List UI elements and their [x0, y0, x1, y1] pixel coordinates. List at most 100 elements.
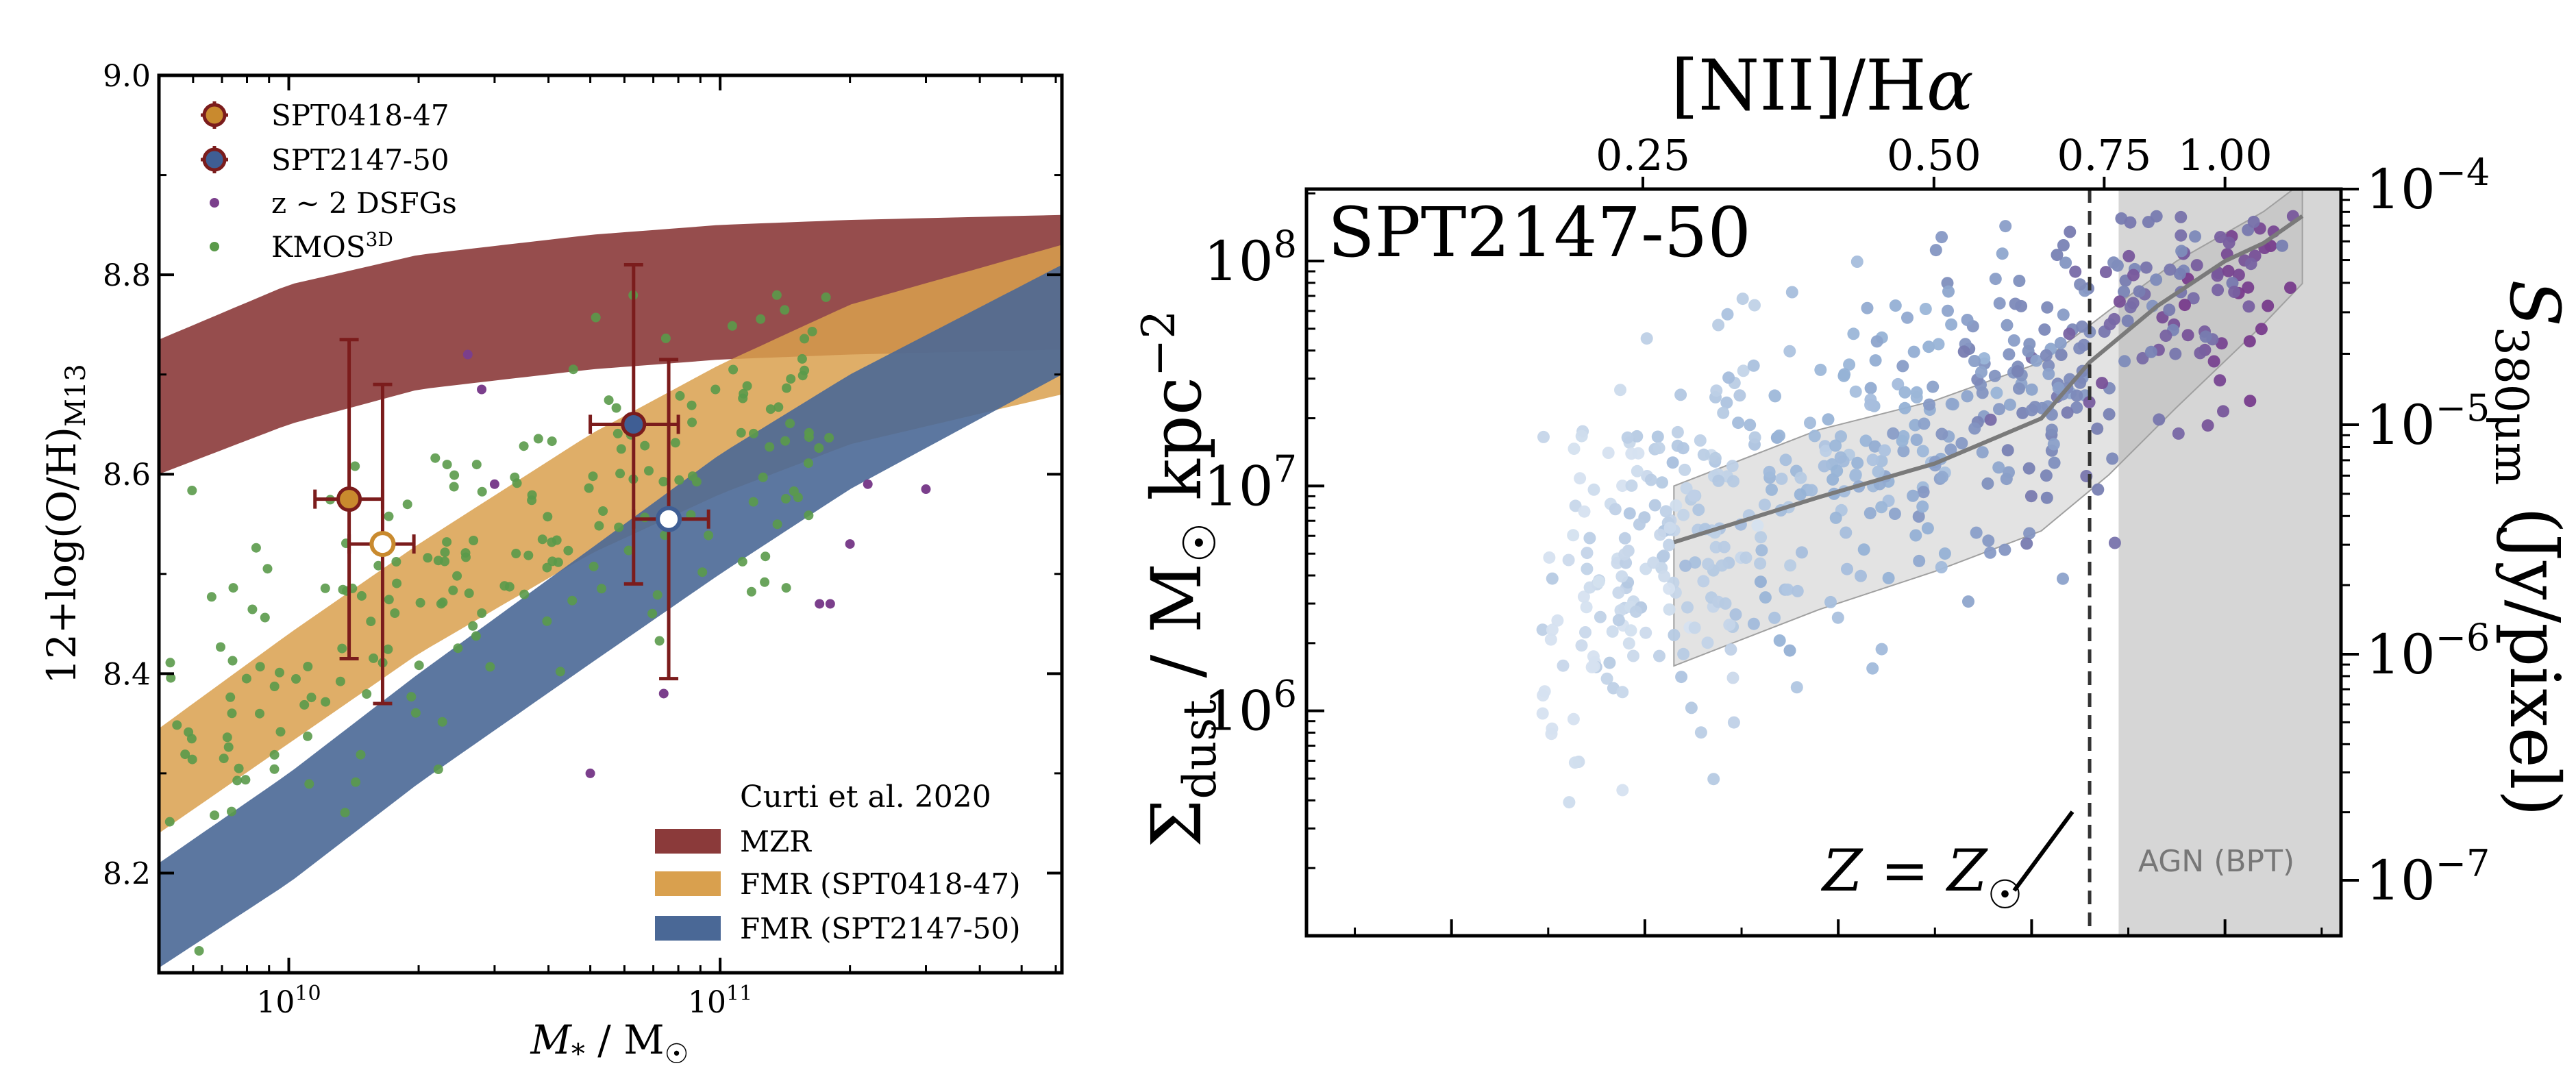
scatter-point — [2107, 256, 2120, 269]
scatter-point — [2242, 281, 2255, 294]
kmos-point — [350, 461, 360, 471]
scatter-point — [1631, 464, 1644, 477]
kmos-point — [468, 621, 478, 631]
scatter-point — [1618, 548, 1631, 561]
scatter-point — [1722, 371, 1735, 384]
scatter-point — [1747, 617, 1760, 630]
scatter-point — [1536, 707, 1549, 720]
scatter-point — [1663, 603, 1676, 616]
scatter-point — [1882, 571, 1895, 584]
kmos-point — [338, 584, 348, 595]
kmos-point — [785, 419, 795, 429]
kmos-point — [442, 537, 452, 547]
scatter-point — [1849, 385, 1862, 398]
scatter-point — [1736, 293, 1749, 306]
scatter-point — [1822, 413, 1835, 426]
kmos-point — [800, 334, 810, 344]
scatter-point — [1739, 551, 1753, 564]
kmos-point — [584, 483, 594, 493]
scatter-point — [1677, 647, 1690, 660]
scatter-point — [1843, 358, 1856, 371]
scatter-point — [2038, 323, 2051, 336]
scatter-point — [1768, 389, 1781, 402]
scatter-point — [1916, 500, 1929, 513]
scatter-point — [1818, 460, 1831, 473]
kmos-point — [383, 644, 393, 654]
scatter-point — [1616, 480, 1629, 493]
legend-marker — [210, 242, 219, 251]
kmos-point — [604, 395, 614, 406]
scatter-point — [1875, 501, 1888, 514]
legend-band-label: MZR — [740, 825, 812, 858]
scatter-point — [2040, 491, 2053, 504]
scatter-point — [1583, 581, 1596, 594]
scatter-point — [1850, 256, 1863, 268]
kmos-point — [351, 777, 361, 787]
kmos-point — [727, 321, 737, 331]
scatter-point — [1575, 430, 1588, 443]
scatter-point — [1841, 562, 1853, 575]
scatter-point — [1773, 634, 1786, 647]
scatter-point — [1716, 559, 1729, 572]
scatter-point — [1575, 639, 1588, 652]
kmos-point — [303, 662, 313, 671]
kmos-point — [304, 779, 314, 789]
scatter-point — [1897, 445, 1910, 458]
kmos-point — [686, 400, 697, 410]
kmos-point — [555, 667, 565, 677]
kmos-point — [186, 734, 197, 744]
scatter-point — [1791, 584, 1804, 597]
scatter-point — [1919, 303, 1932, 315]
kmos-point — [247, 604, 258, 614]
scatter-point — [1563, 796, 1576, 809]
kmos-point — [654, 636, 665, 646]
scatter-point — [1712, 474, 1725, 487]
scatter-point — [1748, 431, 1761, 444]
scatter-point — [1921, 522, 1934, 535]
scatter-point — [1942, 285, 1955, 298]
scatter-point — [1688, 621, 1701, 634]
scatter-point — [1557, 659, 1570, 672]
scatter-point — [1861, 301, 1874, 314]
kmos-point — [765, 404, 776, 414]
legend-point-entry: SPT0418-47 — [201, 99, 449, 132]
kmos-point — [519, 441, 529, 451]
kmos-point — [415, 597, 425, 608]
target-marker — [369, 531, 396, 558]
scatter-point — [1935, 231, 1948, 244]
dsfg-point — [658, 688, 669, 699]
scatter-point — [1651, 430, 1664, 443]
kmos-point — [275, 667, 284, 678]
scatter-point — [2127, 297, 2140, 310]
right-plot-frame — [1304, 187, 2343, 938]
scatter-point — [2003, 398, 2016, 411]
kmos-point — [225, 692, 236, 702]
scatter-point — [2144, 345, 2157, 358]
kmos-point — [748, 497, 758, 507]
scatter-point — [2070, 401, 2083, 414]
scatter-point — [2140, 261, 2153, 274]
kmos-point — [164, 817, 175, 827]
scatter-point — [1898, 386, 1911, 399]
top-xtick-label: 0.75 — [2057, 130, 2151, 180]
scatter-point — [2007, 334, 2020, 347]
scatter-point — [2042, 367, 2055, 380]
kmos-point — [240, 775, 251, 785]
scatter-point — [2122, 249, 2135, 262]
scatter-point — [2276, 239, 2289, 252]
kmos-point — [275, 727, 286, 737]
scatter-point — [1623, 507, 1636, 520]
scatter-point — [2215, 337, 2228, 350]
scatter-point — [1863, 507, 1877, 520]
kmos-point — [440, 556, 450, 567]
kmos-point — [697, 567, 708, 577]
scatter-point — [1710, 384, 1723, 397]
kmos-point — [511, 549, 521, 558]
kmos-point — [756, 314, 766, 324]
kmos-point — [598, 506, 608, 516]
scatter-point — [1670, 499, 1683, 512]
scatter-point — [1546, 623, 1559, 636]
kmos-point — [563, 545, 573, 556]
scatter-point — [2061, 406, 2074, 419]
left-ylabel-sub: M13 — [60, 364, 92, 427]
